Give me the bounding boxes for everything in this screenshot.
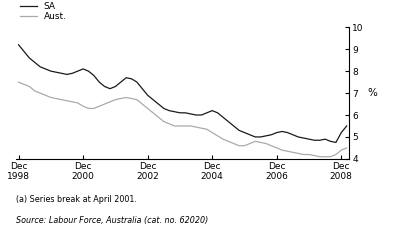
Aust. <box>317 155 322 158</box>
Aust. <box>344 147 349 149</box>
SA <box>344 125 349 127</box>
Aust. <box>16 81 21 84</box>
SA <box>16 43 21 46</box>
SA <box>215 111 220 114</box>
SA <box>301 137 306 139</box>
Legend: SA, Aust.: SA, Aust. <box>20 2 67 21</box>
Aust. <box>177 125 182 127</box>
Text: Source: Labour Force, Australia (cat. no. 62020): Source: Labour Force, Australia (cat. no… <box>16 216 208 225</box>
Aust. <box>301 153 306 156</box>
Aust. <box>102 103 107 105</box>
SA <box>81 68 85 70</box>
Aust. <box>81 105 85 108</box>
Text: (a) Series break at April 2001.: (a) Series break at April 2001. <box>16 195 137 204</box>
SA <box>177 111 182 114</box>
Line: SA: SA <box>19 45 347 143</box>
Aust. <box>43 94 48 97</box>
Y-axis label: %: % <box>367 88 377 98</box>
Line: Aust.: Aust. <box>19 82 347 157</box>
SA <box>102 85 107 88</box>
SA <box>43 68 48 70</box>
SA <box>333 141 338 144</box>
Aust. <box>215 134 220 137</box>
